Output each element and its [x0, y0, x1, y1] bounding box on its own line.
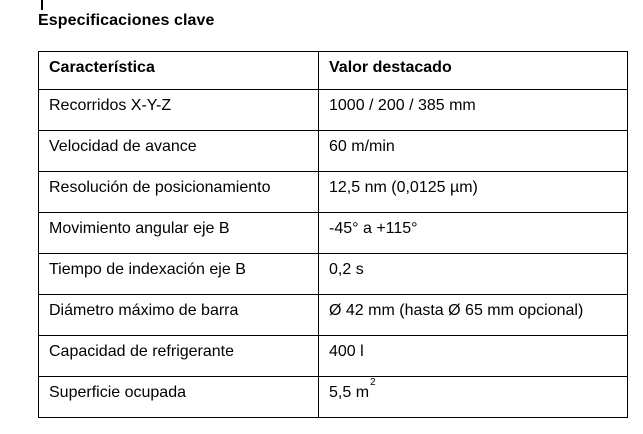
value-text: Ø 42 mm (hasta Ø 65 mm opcional)	[329, 302, 584, 319]
table-header-value: Valor destacado	[318, 51, 628, 90]
table-row: Resolución de posicionamiento 12,5 nm (0…	[38, 171, 628, 213]
value-cell: 5,5 m2	[318, 376, 628, 418]
value-cell: 1000 / 200 / 385 mm	[318, 89, 628, 131]
feature-cell: Diámetro máximo de barra	[38, 294, 319, 336]
section-title: Especificaciones clave	[38, 12, 215, 29]
table-row: Movimiento angular eje B -45° a +115°	[38, 212, 628, 254]
feature-cell: Resolución de posicionamiento	[38, 171, 319, 213]
table-row: Diámetro máximo de barra Ø 42 mm (hasta …	[38, 294, 628, 336]
feature-cell: Movimiento angular eje B	[38, 212, 319, 254]
value-text: 60 m/min	[329, 138, 395, 155]
feature-cell: Capacidad de refrigerante	[38, 335, 319, 377]
value-cell: 400 l	[318, 335, 628, 377]
table-header-feature: Característica	[38, 51, 319, 90]
value-text: 0,2 s	[329, 261, 364, 278]
value-text: 5,5 m	[329, 384, 370, 401]
value-text: 1000 / 200 / 385 mm	[329, 97, 476, 114]
table-row: Superficie ocupada 5,5 m2	[38, 376, 628, 418]
table-row: Recorridos X-Y-Z 1000 / 200 / 385 mm	[38, 89, 628, 131]
table-header-row: Característica Valor destacado	[38, 51, 628, 90]
value-cell: Ø 42 mm (hasta Ø 65 mm opcional)	[318, 294, 628, 336]
specs-table: Característica Valor destacado Recorrido…	[38, 51, 628, 418]
value-cell: 60 m/min	[318, 130, 628, 172]
value-text: -45° a +115°	[329, 220, 418, 237]
feature-cell: Velocidad de avance	[38, 130, 319, 172]
feature-cell: Superficie ocupada	[38, 376, 319, 418]
table-row: Capacidad de refrigerante 400 l	[38, 335, 628, 377]
value-text: 12,5 nm (0,0125 µm)	[329, 179, 478, 196]
feature-cell: Recorridos X-Y-Z	[38, 89, 319, 131]
feature-cell: Tiempo de indexación eje B	[38, 253, 319, 295]
value-cell: -45° a +115°	[318, 212, 628, 254]
table-row: Tiempo de indexación eje B 0,2 s	[38, 253, 628, 295]
text-cursor	[41, 0, 43, 10]
value-cell: 0,2 s	[318, 253, 628, 295]
value-text: 400 l	[329, 343, 364, 360]
value-superscript: 2	[370, 376, 376, 388]
value-cell: 12,5 nm (0,0125 µm)	[318, 171, 628, 213]
table-row: Velocidad de avance 60 m/min	[38, 130, 628, 172]
